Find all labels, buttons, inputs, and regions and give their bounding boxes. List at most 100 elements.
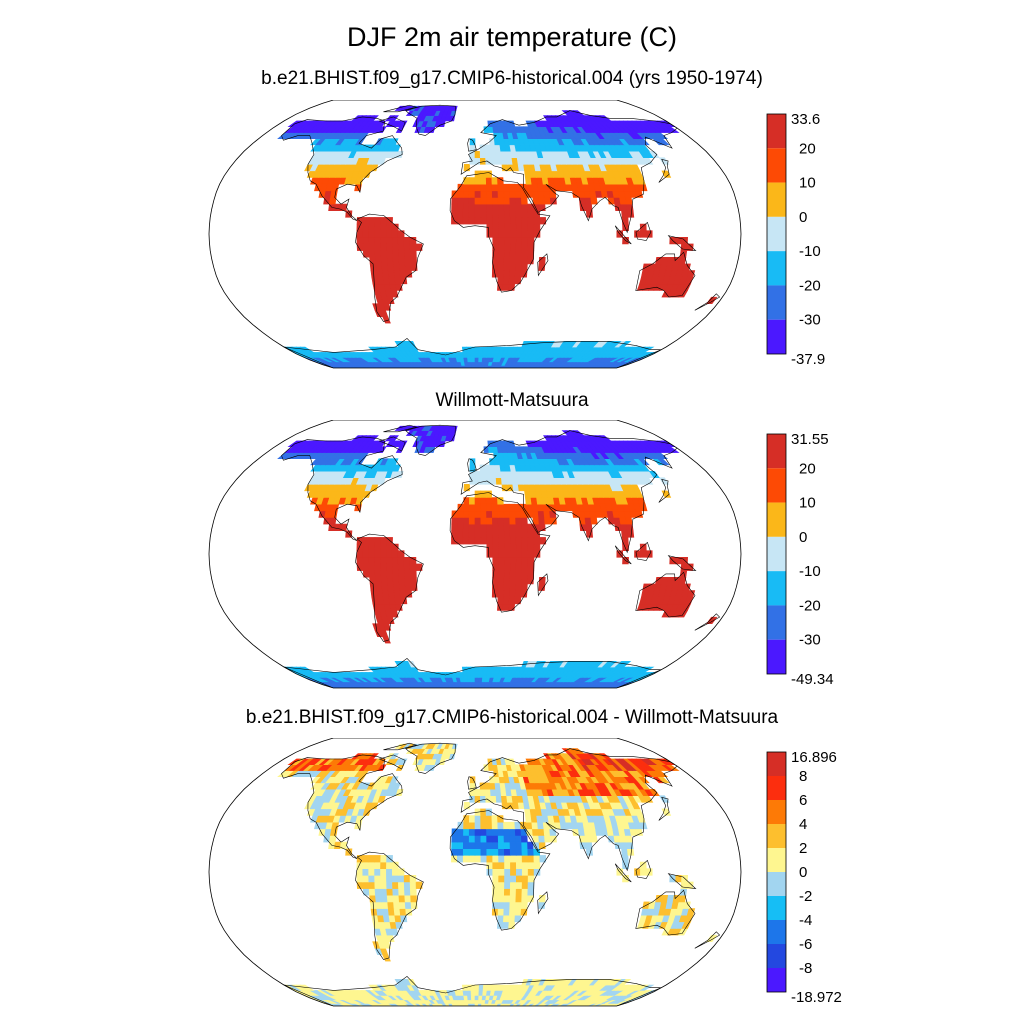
grid-cell — [503, 596, 510, 605]
grid-cell — [504, 237, 511, 245]
grid-cell — [539, 855, 547, 863]
coastline-samerica — [355, 213, 424, 322]
grid-cell — [509, 210, 517, 218]
grid-cell — [625, 517, 633, 525]
grid-cell — [479, 477, 487, 485]
grid-cell — [538, 517, 546, 525]
grid-cell — [502, 603, 510, 611]
coastline-madagascar — [537, 573, 549, 597]
grid-cell — [479, 464, 486, 472]
grid-cell — [386, 237, 393, 245]
coastlines — [281, 424, 721, 688]
grid-cell — [521, 223, 529, 231]
grid-cell — [485, 177, 493, 185]
grid-cell — [521, 203, 529, 212]
grid-cell — [362, 875, 370, 883]
grid-cell — [468, 517, 476, 525]
grid-cell — [399, 590, 407, 598]
grid-cell — [503, 510, 511, 518]
grid-cell — [682, 583, 691, 591]
grid-cell — [391, 543, 399, 551]
grid-cell — [381, 583, 389, 591]
grid-cell — [380, 570, 388, 578]
grid-cell — [503, 888, 511, 896]
coastline-eurasia — [460, 110, 678, 234]
grid-cell — [457, 190, 464, 198]
grid-cell — [503, 276, 510, 285]
grid-cell — [375, 263, 383, 271]
coastline-greenland — [405, 104, 456, 136]
grid-cell — [480, 537, 488, 545]
grid-cell — [514, 590, 522, 598]
colorbar-tick-label: 6 — [799, 792, 807, 809]
grid-cell — [463, 821, 470, 830]
grid-cell — [457, 510, 464, 518]
coastline-newzealand — [694, 931, 721, 949]
grid-cell — [468, 217, 476, 225]
grid-cell — [397, 550, 405, 558]
grid-cell — [539, 217, 547, 225]
grid-cell — [498, 570, 505, 578]
grid-cell — [386, 861, 393, 869]
grid-cell — [329, 517, 337, 525]
grid-cell — [368, 888, 376, 896]
grid-cell — [380, 217, 388, 225]
grid-cell — [380, 256, 388, 265]
colorbar-box — [767, 571, 786, 606]
grid-cell — [509, 888, 517, 896]
grid-cell — [380, 576, 388, 585]
grid-cell — [515, 537, 523, 545]
grid-cell — [382, 270, 390, 278]
coastline-ellesmere — [383, 104, 418, 113]
grid-cell — [514, 510, 522, 518]
grid-cell — [538, 203, 546, 212]
colorbar-box — [767, 148, 786, 183]
grid-cell — [486, 828, 493, 836]
grid-cell — [503, 503, 510, 512]
grid-cell — [686, 908, 696, 916]
grid-cell — [404, 250, 411, 258]
grid-cell — [509, 848, 517, 856]
grid-cell — [457, 828, 464, 836]
grid-cell — [525, 503, 533, 512]
grid-cell — [377, 446, 387, 453]
colorbar-box — [767, 605, 786, 640]
grid-cell — [492, 894, 499, 903]
grid-cell — [468, 190, 476, 198]
grid-cell — [457, 503, 464, 512]
grid-cell — [369, 256, 377, 265]
grid-cell — [492, 868, 499, 876]
colorbar-tick-label: -49.34 — [791, 671, 834, 688]
grid-cell — [497, 821, 504, 830]
grid-cell — [537, 503, 545, 512]
grid-cell — [503, 914, 510, 923]
grid-cell — [490, 477, 497, 485]
colorbar-box — [767, 872, 786, 896]
map-grid — [277, 105, 718, 368]
coastlines — [281, 104, 721, 368]
coastline-samerica — [355, 533, 424, 642]
grid-cell — [478, 984, 484, 991]
grid-cell — [389, 458, 399, 466]
grid-cell — [330, 510, 338, 518]
grid-cell — [470, 995, 476, 1001]
grid-cell — [521, 543, 529, 551]
grid-cell — [380, 875, 387, 883]
grid-cell — [375, 256, 383, 265]
grid-cell — [387, 901, 395, 909]
grid-cell — [626, 210, 635, 218]
grid-cell — [498, 848, 505, 856]
map-border — [208, 738, 742, 1007]
grid-cell — [397, 230, 405, 238]
grid-cell — [646, 868, 653, 876]
grid-cell — [515, 217, 523, 225]
grid-cell — [527, 557, 535, 565]
grid-cell — [368, 753, 379, 760]
grid-cell — [490, 788, 497, 797]
grid-cell — [492, 537, 499, 545]
grid-cell — [516, 230, 523, 238]
grid-cell — [520, 835, 528, 843]
grid-cell — [463, 835, 470, 843]
grid-cell — [399, 270, 407, 278]
grid-cell — [474, 470, 481, 479]
